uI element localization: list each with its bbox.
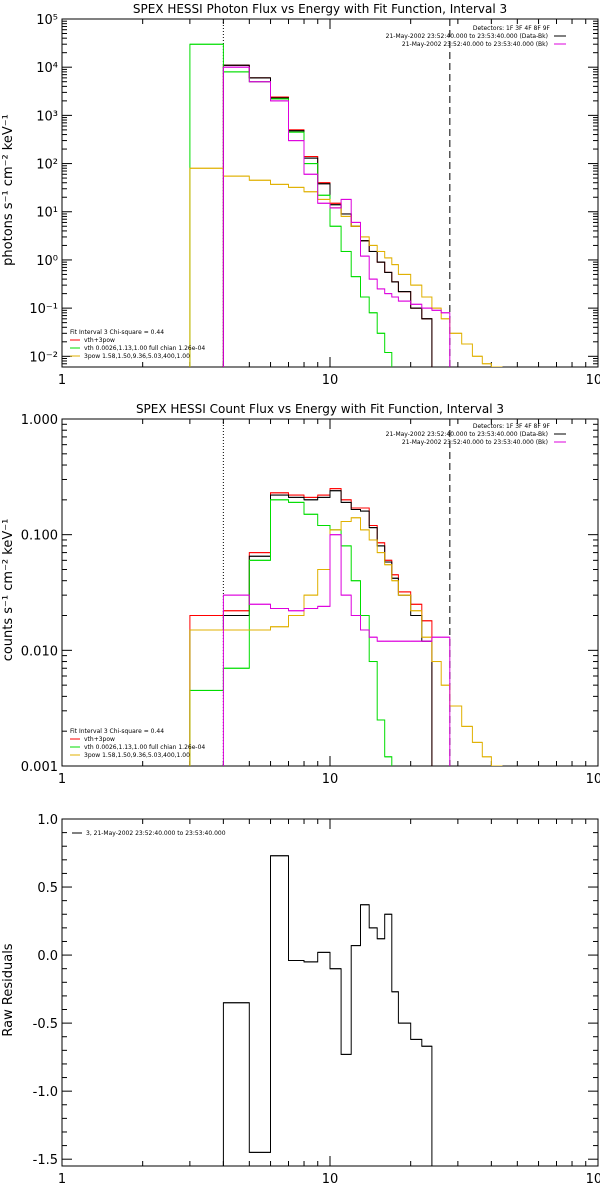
count-y-tick-label: 0.100 — [21, 529, 58, 544]
photon-plot-area: 1 10 100 10⁻² 10⁻¹ 10⁰ 10¹ 10² 10³ 10⁴ 10⁵ — [29, 13, 600, 388]
photon-series-line-2 — [189, 43, 393, 367]
photon-y-tick-label: 10³ — [36, 109, 58, 124]
count-x-tick-label: 10 — [322, 772, 339, 787]
photon-legend-bottom-left: Fit Interval 3 Chi-square = 0.44 vth+3po… — [70, 329, 205, 360]
photon-y-tick-label: 10¹ — [36, 206, 58, 221]
photon-y-tick-label: 10² — [36, 158, 58, 173]
count-series-line-0 — [189, 488, 433, 766]
count-x-tick-label: 100 — [586, 772, 600, 787]
count-series-4 — [222, 534, 451, 766]
residuals-y-tick-label: 0.5 — [37, 881, 58, 896]
photon-legend-top-right: Detectors: 1F 3F 4F 8F 9F 21-May-2002 23… — [386, 25, 566, 48]
count-legend-data-bk: 21-May-2002 23:52:40.000 to 23:53:40.000… — [386, 431, 548, 438]
count-series-line-4 — [222, 534, 451, 766]
count-series-3 — [189, 517, 503, 766]
count-y-tick-label: 1.000 — [21, 413, 58, 428]
residuals-legend-label: 3, 21-May-2002 23:52:40.000 to 23:53:40.… — [86, 830, 226, 837]
count-series-line-1 — [189, 490, 433, 766]
photon-y-tick-label: 10⁴ — [36, 61, 58, 76]
photon-y-tick-label: 10⁵ — [36, 13, 58, 28]
residuals-y-tick-label: -1.0 — [33, 1085, 58, 1100]
count-series-1 — [189, 490, 433, 766]
photon-y-tick-label: 10⁻¹ — [29, 302, 58, 317]
residuals-series-line-0 — [222, 855, 450, 1166]
count-series-line-3 — [189, 517, 503, 766]
photon-legend-fit-interval: Fit Interval 3 Chi-square = 0.44 — [70, 329, 164, 336]
residuals-y-tick-label: 1.0 — [37, 813, 58, 828]
photon-x-tick-label: 10 — [322, 373, 339, 388]
count-legend-3pow: 3pow 1.58,1.50,9.36,5.03,400,1.00 — [84, 752, 190, 759]
photon-series-3 — [189, 167, 503, 367]
count-legend-bk: 21-May-2002 23:52:40.000 to 23:53:40.000… — [402, 439, 548, 446]
residuals-x-tick-label: 100 — [586, 1172, 600, 1187]
count-legend-total: vth+3pow — [84, 736, 115, 743]
residuals-panel: Raw Residuals 1 10 100 -1.5 -1.0 -0.5 0.0 0.5 1.… — [1, 813, 600, 1187]
count-legend-fit-interval: Fit Interval 3 Chi-square = 0.44 — [70, 728, 164, 735]
residuals-legend: 3, 21-May-2002 23:52:40.000 to 23:53:40.… — [72, 830, 226, 837]
count-x-tick-label: 1 — [58, 772, 66, 787]
photon-series-line-3 — [189, 167, 503, 367]
photon-legend-detectors: Detectors: 1F 3F 4F 8F 9F — [473, 25, 551, 32]
count-y-tick-label: 0.001 — [21, 760, 58, 775]
count-flux-panel: SPEX HESSI Count Flux vs Energy with Fit… — [1, 402, 600, 787]
photon-y-tick-label: 10⁰ — [36, 254, 58, 269]
count-legend-bottom-left: Fit Interval 3 Chi-square = 0.44 vth+3po… — [70, 728, 205, 759]
photon-series-2 — [189, 43, 393, 367]
residuals-x-tick-label: 1 — [58, 1172, 66, 1187]
residuals-y-axis-label: Raw Residuals — [1, 943, 16, 1036]
photon-series-line-0 — [222, 64, 433, 367]
photon-legend-bk: 21-May-2002 23:52:40.000 to 23:53:40.000… — [402, 41, 548, 48]
count-legend-detectors: Detectors: 1F 3F 4F 8F 9F — [473, 423, 551, 430]
count-legend-top-right: Detectors: 1F 3F 4F 8F 9F 21-May-2002 23… — [386, 423, 566, 446]
count-plot-area: 1 10 100 0.001 0.010 0.100 1.000 — [21, 413, 600, 787]
photon-series-0 — [222, 64, 433, 367]
photon-series-line-4 — [222, 66, 451, 367]
photon-legend-vth: vth 0.0026,1.13,1.00 full chian 1.26e-04 — [84, 345, 205, 352]
photon-legend-total: vth+3pow — [84, 337, 115, 344]
photon-y-axis-label: photons s⁻¹ cm⁻² keV⁻¹ — [1, 114, 16, 266]
count-legend-vth: vth 0.0026,1.13,1.00 full chian 1.26e-04 — [84, 744, 205, 751]
count-y-tick-label: 0.010 — [21, 644, 58, 659]
count-series-2 — [189, 499, 393, 766]
residuals-y-tick-label: -0.5 — [33, 1017, 58, 1032]
photon-legend-data-bk: 21-May-2002 23:52:40.000 to 23:53:40.000… — [386, 33, 548, 40]
residuals-x-tick-label: 10 — [322, 1172, 339, 1187]
photon-series-line-1 — [222, 64, 433, 367]
residuals-plot-area: 1 10 100 -1.5 -1.0 -0.5 0.0 0.5 1.0 — [33, 813, 600, 1187]
photon-series-4 — [222, 66, 451, 367]
photon-x-tick-label: 1 — [58, 373, 66, 388]
photon-legend-3pow: 3pow 1.58,1.50,9.36,5.03,400,1.00 — [84, 353, 190, 360]
count-y-axis-label: counts s⁻¹ cm⁻² keV⁻¹ — [1, 519, 16, 662]
residuals-y-tick-label: -1.5 — [33, 1153, 58, 1168]
count-chart-title: SPEX HESSI Count Flux vs Energy with Fit… — [136, 402, 504, 416]
residuals-plot-frame — [61, 818, 599, 1167]
residuals-y-tick-label: 0.0 — [37, 949, 58, 964]
count-series-0 — [189, 488, 433, 766]
photon-series-1 — [222, 64, 433, 367]
photon-y-tick-label: 10⁻² — [29, 350, 58, 365]
count-series-line-2 — [189, 499, 393, 766]
photon-flux-panel: SPEX HESSI Photon Flux vs Energy with Fi… — [1, 2, 600, 388]
photon-x-tick-label: 100 — [586, 373, 600, 388]
residuals-series-0 — [222, 855, 450, 1166]
photon-chart-title: SPEX HESSI Photon Flux vs Energy with Fi… — [133, 2, 507, 16]
